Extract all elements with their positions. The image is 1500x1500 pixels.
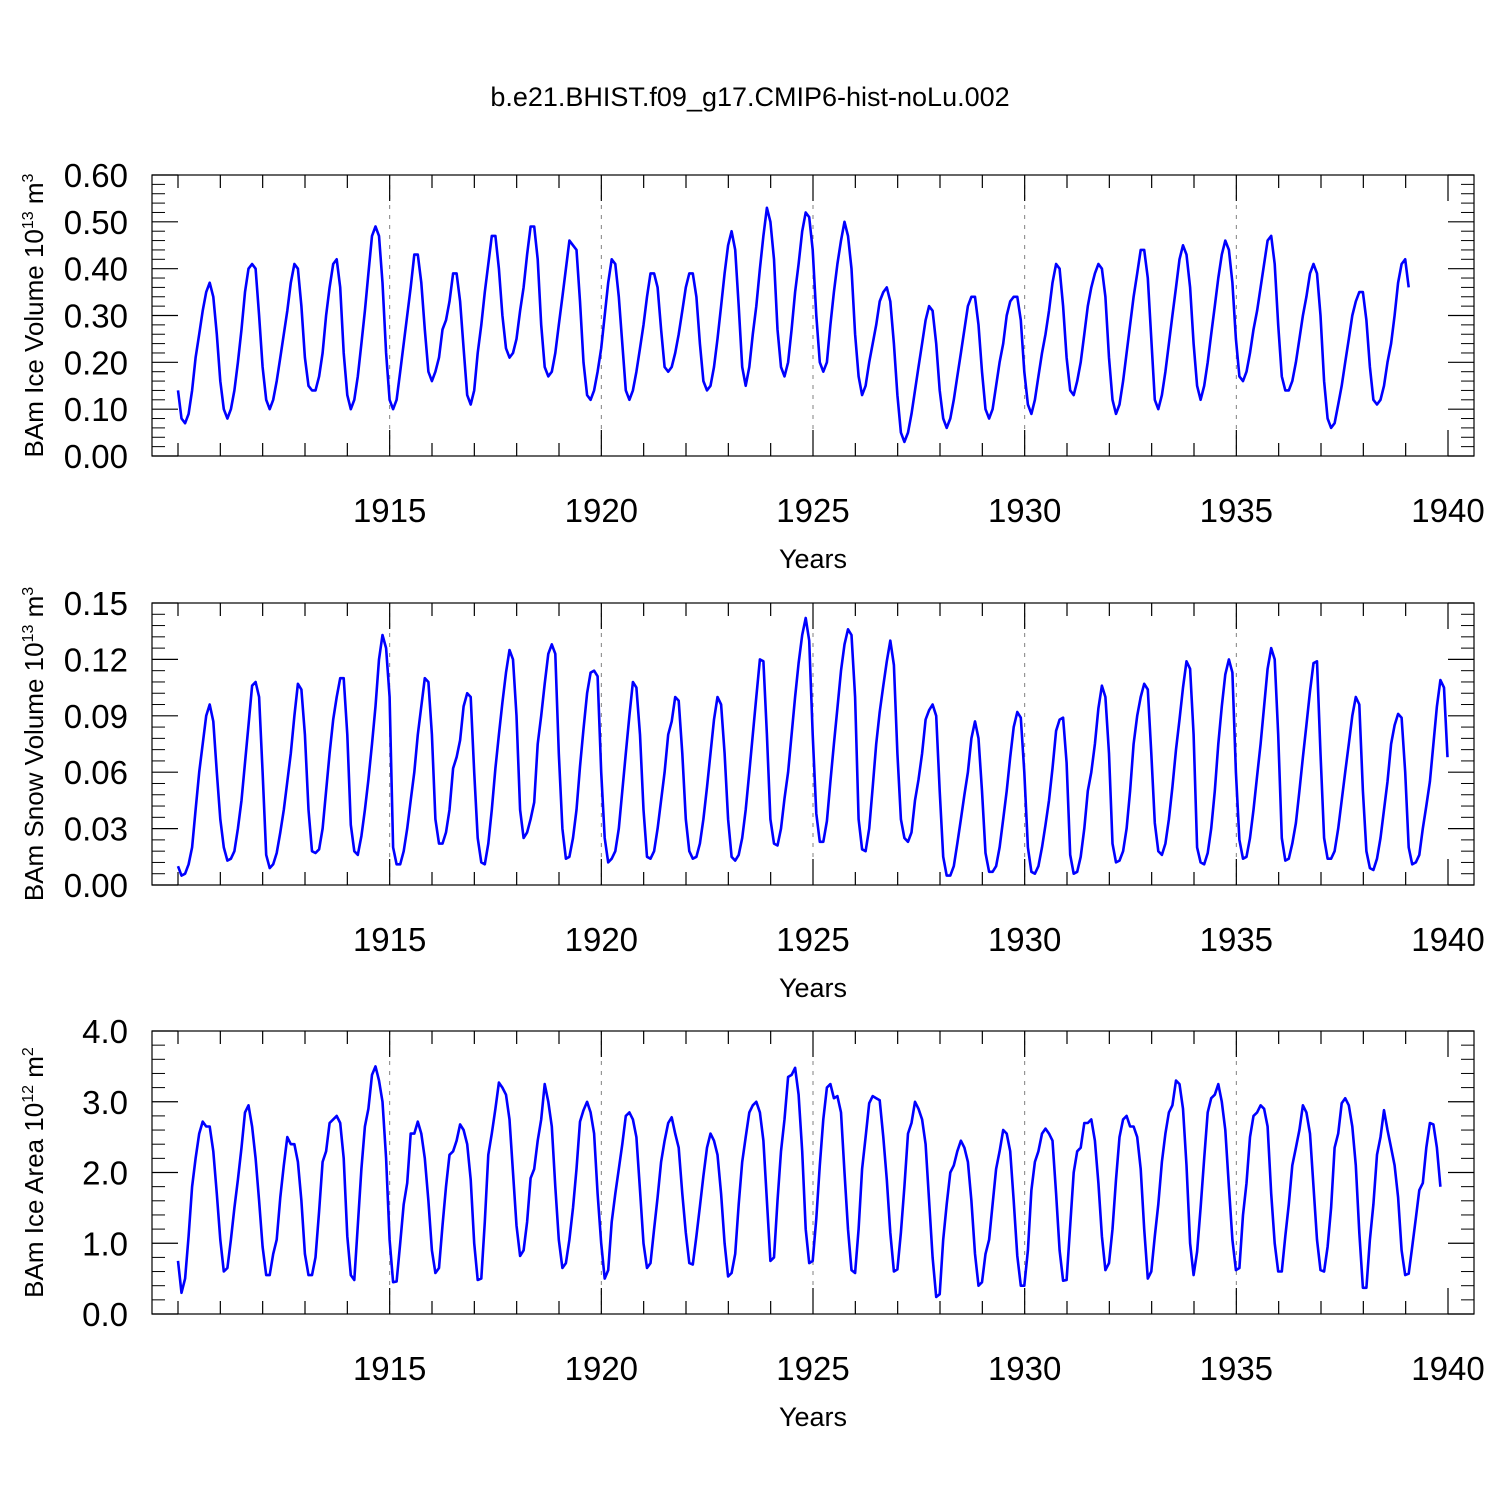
- chart-title: b.e21.BHIST.f09_g17.CMIP6-hist-noLu.002: [490, 82, 1010, 112]
- y-tick-label: 0.09: [64, 698, 128, 735]
- y-axis-label-part: m: [19, 182, 49, 211]
- x-tick-label: 1925: [776, 1350, 849, 1387]
- panel-snow-volume: 0.00 0.03 0.06 0.09 0.12 0.15 1915 1920 1925 1930…: [19, 585, 1485, 1003]
- y-axis-label-part: m: [19, 596, 49, 625]
- y-axis-label-part: 3: [20, 173, 37, 182]
- series-line: [176, 616, 1449, 877]
- x-axis-label: Years: [779, 973, 847, 1003]
- y-axis-label-part: 12: [20, 1085, 37, 1103]
- y-tick-label: 0.00: [64, 867, 128, 904]
- x-tick-label: 1920: [565, 921, 638, 958]
- x-tick-label: 1935: [1200, 921, 1273, 958]
- y-axis-label-part: 13: [20, 211, 37, 229]
- y-axis-label-part: BAm Ice Volume 10: [19, 229, 49, 457]
- x-tick-label: 1915: [353, 492, 426, 529]
- y-tick-label: 0.40: [64, 251, 128, 288]
- y-tick-label: 1.0: [82, 1225, 128, 1262]
- x-tick-label: 1920: [565, 1350, 638, 1387]
- y-axis-label-part: 13: [20, 625, 37, 643]
- y-tick-label: 0.06: [64, 754, 128, 791]
- x-tick-label: 1925: [776, 921, 849, 958]
- y-axis-label-part: BAm Snow Volume 10: [19, 642, 49, 901]
- y-tick-label: 3.0: [82, 1084, 128, 1121]
- y-axis-label: BAm Ice Area 1012 m2: [19, 1047, 49, 1298]
- x-axis-label: Years: [779, 544, 847, 574]
- x-tick-label: 1920: [565, 492, 638, 529]
- y-tick-label: 0.30: [64, 298, 128, 335]
- y-tick-label: 0.15: [64, 585, 128, 622]
- y-tick-label: 0.60: [64, 157, 128, 194]
- series-line: [176, 206, 1410, 444]
- y-axis-label: BAm Ice Volume 1013 m3: [19, 173, 49, 457]
- x-tick-label: 1930: [988, 492, 1061, 529]
- y-tick-label: 0.12: [64, 641, 128, 678]
- x-tick-label: 1930: [988, 921, 1061, 958]
- x-axis-label: Years: [779, 1402, 847, 1432]
- x-tick-label: 1940: [1411, 492, 1484, 529]
- x-tick-label: 1940: [1411, 921, 1484, 958]
- y-tick-label: 2.0: [82, 1155, 128, 1192]
- x-tick-label: 1915: [353, 1350, 426, 1387]
- y-axis-label-part: 3: [20, 587, 37, 596]
- y-tick-label: 4.0: [82, 1013, 128, 1050]
- y-tick-label: 0.03: [64, 811, 128, 848]
- y-axis-label-part: 2: [20, 1047, 37, 1056]
- y-axis-label-part: m: [19, 1056, 49, 1085]
- x-tick-label: 1915: [353, 921, 426, 958]
- panel-ice-area: 0.0 1.0 2.0 3.0 4.0 1915 1920 1925 1930 1935 1940 Y…: [19, 1013, 1485, 1432]
- y-tick-label: 0.20: [64, 344, 128, 381]
- x-tick-label: 1935: [1200, 492, 1273, 529]
- x-tick-label: 1925: [776, 492, 849, 529]
- y-tick-label: 0.10: [64, 391, 128, 428]
- panel-ice-volume: 0.00 0.10 0.20 0.30 0.40 0.50 0.60 1915 1920 1925…: [19, 157, 1485, 574]
- y-tick-label: 0.0: [82, 1296, 128, 1333]
- x-tick-label: 1940: [1411, 1350, 1484, 1387]
- y-tick-label: 0.50: [64, 204, 128, 241]
- series-line: [176, 1065, 1442, 1299]
- x-tick-label: 1935: [1200, 1350, 1273, 1387]
- y-axis-label: BAm Snow Volume 1013 m3: [19, 587, 49, 901]
- y-axis-label-part: BAm Ice Area 10: [19, 1103, 49, 1298]
- x-tick-label: 1930: [988, 1350, 1061, 1387]
- y-tick-label: 0.00: [64, 438, 128, 475]
